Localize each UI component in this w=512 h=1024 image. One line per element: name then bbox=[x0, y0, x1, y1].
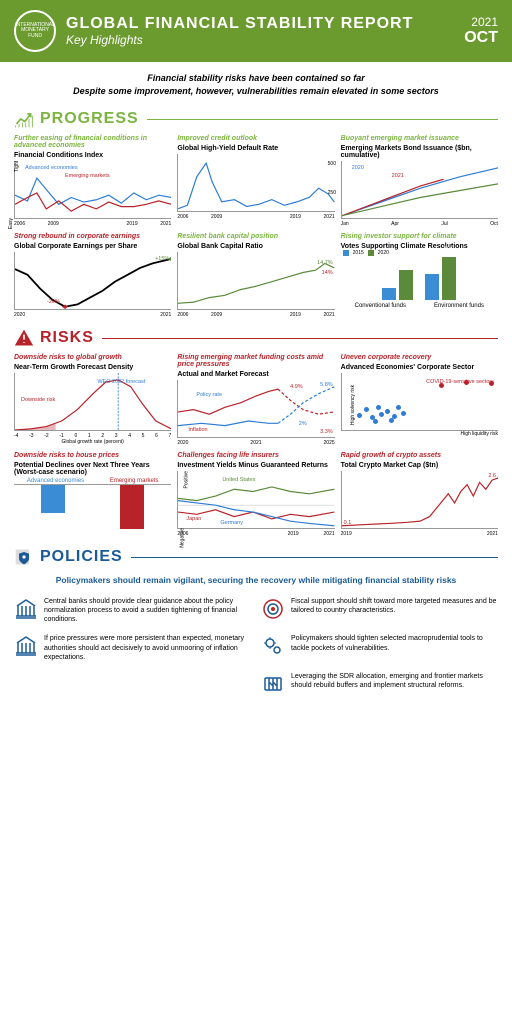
risks-header: RISKS bbox=[0, 326, 512, 350]
progress-grid: Further easing of financial conditions i… bbox=[0, 131, 512, 322]
policy-item: If price pressures were more persistent … bbox=[14, 634, 251, 661]
line-chart: Downside riskWEO 2022 forecast bbox=[14, 373, 171, 431]
chart-title: Emerging Markets Bond Issuance ($bn, cum… bbox=[341, 145, 498, 159]
neg-bars: -14%-22% bbox=[14, 484, 171, 532]
chart-subtitle: Downside risks to house prices bbox=[14, 452, 171, 459]
chart-box: Challenges facing life insurers Investmen… bbox=[177, 452, 334, 537]
columns-icon bbox=[261, 672, 285, 696]
chart-box: Rising investor support for climate Votes… bbox=[341, 233, 498, 318]
progress-header: PROGRESS bbox=[0, 107, 512, 131]
progress-title: PROGRESS bbox=[40, 110, 139, 128]
chart-box: Uneven corporate recovery Advanced Econom… bbox=[341, 354, 498, 446]
line-chart: PositiveNegativeUnited StatesJapanGerman… bbox=[177, 471, 334, 529]
chart-box: Strong rebound in corporate earnings Glob… bbox=[14, 233, 171, 318]
chart-subtitle: Resilient bank capital position bbox=[177, 233, 334, 240]
chart-title: Investment Yields Minus Guaranteed Retur… bbox=[177, 462, 334, 469]
intro-line1: Financial stability risks have been cont… bbox=[14, 72, 498, 85]
x-labels: 20192021 bbox=[341, 531, 498, 537]
policy-text: Leveraging the SDR allocation, emerging … bbox=[291, 672, 498, 690]
risks-grid: Downside risks to global growth Near-Term… bbox=[0, 350, 512, 541]
policies-line bbox=[131, 557, 498, 558]
bar-group: 20%51%44%72% bbox=[341, 252, 498, 300]
chart-title: Potential Declines over Next Three Years… bbox=[14, 462, 171, 476]
risks-title: RISKS bbox=[40, 329, 94, 347]
x-labels: 202020212025 bbox=[177, 440, 334, 446]
imf-logo: INTERNATIONAL MONETARY FUND bbox=[14, 10, 56, 52]
chart-box: Rapid growth of crypto assets Total Crypt… bbox=[341, 452, 498, 537]
header-title-block: GLOBAL FINANCIAL STABILITY REPORT Key Hi… bbox=[66, 15, 464, 47]
chart-subtitle: Rising emerging market funding costs ami… bbox=[177, 354, 334, 368]
chart-subtitle: Strong rebound in corporate earnings bbox=[14, 233, 171, 240]
line-chart: TightEasyAdvanced economiesEmerging mark… bbox=[14, 161, 171, 219]
line-chart: +15%-20% bbox=[14, 252, 171, 310]
chart-box: Improved credit outlook Global High-Yield… bbox=[177, 135, 334, 227]
x-labels: 200620192021 bbox=[177, 531, 334, 537]
chart-box: Buoyant emerging market issuance Emerging… bbox=[341, 135, 498, 227]
chart-subtitle: Rising investor support for climate bbox=[341, 233, 498, 240]
chart-box: Further easing of financial conditions i… bbox=[14, 135, 171, 227]
line-chart bbox=[177, 154, 334, 212]
x-labels: 2006200920192021 bbox=[177, 312, 334, 318]
scatter-area: COVID-19-sensitive sectorsHigh solvency … bbox=[341, 373, 498, 431]
x-labels: 20202021 bbox=[14, 312, 171, 318]
chart-title: Global High-Yield Default Rate bbox=[177, 145, 334, 152]
intro-block: Financial stability risks have been cont… bbox=[0, 62, 512, 103]
chart-title: Advanced Economies' Corporate Sector bbox=[341, 364, 498, 371]
policy-item: Policymakers should tighten selected mac… bbox=[261, 634, 498, 661]
gears-icon bbox=[261, 634, 285, 658]
report-subtitle: Key Highlights bbox=[66, 33, 464, 47]
report-title: GLOBAL FINANCIAL STABILITY REPORT bbox=[66, 15, 464, 33]
report-month: OCT bbox=[464, 29, 498, 47]
line-chart: 50025020202021 bbox=[341, 161, 498, 219]
policies-title: POLICIES bbox=[40, 548, 123, 566]
shield-icon bbox=[14, 547, 34, 567]
policy-item: Leveraging the SDR allocation, emerging … bbox=[261, 672, 498, 696]
policy-text: Central banks should provide clear guida… bbox=[44, 597, 251, 624]
policy-item: Central banks should provide clear guida… bbox=[14, 597, 251, 624]
chart-title: Actual and Market Forecast bbox=[177, 371, 334, 378]
risks-line bbox=[102, 338, 498, 339]
report-year: 2021 bbox=[464, 15, 498, 29]
header-banner: INTERNATIONAL MONETARY FUND GLOBAL FINAN… bbox=[0, 0, 512, 62]
policies-header: POLICIES bbox=[0, 545, 512, 569]
chart-box: Resilient bank capital position Global Ba… bbox=[177, 233, 334, 318]
policy-item bbox=[14, 672, 251, 696]
progress-line bbox=[147, 119, 498, 120]
chart-subtitle: Rapid growth of crypto assets bbox=[341, 452, 498, 459]
policy-text: Policymakers should tighten selected mac… bbox=[291, 634, 498, 652]
policies-grid: Central banks should provide clear guida… bbox=[0, 591, 512, 710]
chart-box: Downside risks to house prices Potential … bbox=[14, 452, 171, 537]
bank-icon bbox=[14, 634, 38, 658]
intro-line2: Despite some improvement, however, vulne… bbox=[14, 85, 498, 98]
bank-icon bbox=[14, 597, 38, 621]
chart-title: Votes Supporting Climate Resolutions bbox=[341, 243, 498, 250]
chart-title: Near-Term Growth Forecast Density bbox=[14, 364, 171, 371]
chart-title: Financial Conditions Index bbox=[14, 152, 171, 159]
warning-icon bbox=[14, 328, 34, 348]
line-chart: Policy rateInflation4.9%5.8%2%3.3% bbox=[177, 380, 334, 438]
chart-subtitle: Challenges facing life insurers bbox=[177, 452, 334, 459]
x-labels: 2006200920192021 bbox=[177, 214, 334, 220]
target-icon bbox=[261, 597, 285, 621]
chart-title: Total Crypto Market Cap ($tn) bbox=[341, 462, 498, 469]
chart-subtitle: Downside risks to global growth bbox=[14, 354, 171, 361]
x-labels: JanAprJulOct bbox=[341, 221, 498, 227]
x-labels: 2006200920192021 bbox=[14, 221, 171, 227]
policy-text: Fiscal support should shift toward more … bbox=[291, 597, 498, 615]
policies-intro: Policymakers should remain vigilant, sec… bbox=[0, 569, 512, 591]
chart-box: Rising emerging market funding costs ami… bbox=[177, 354, 334, 446]
chart-box: Downside risks to global growth Near-Term… bbox=[14, 354, 171, 446]
chart-subtitle: Improved credit outlook bbox=[177, 135, 334, 142]
chart-title: Global Bank Capital Ratio bbox=[177, 243, 334, 250]
line-chart: 14.7%14% bbox=[177, 252, 334, 310]
line-chart: 0.12.6 bbox=[341, 471, 498, 529]
chart-subtitle: Buoyant emerging market issuance bbox=[341, 135, 498, 142]
chart-subtitle: Further easing of financial conditions i… bbox=[14, 135, 171, 149]
chart-title: Global Corporate Earnings per Share bbox=[14, 243, 171, 250]
header-date: 2021 OCT bbox=[464, 15, 498, 47]
progress-icon bbox=[14, 109, 34, 129]
policy-item: Fiscal support should shift toward more … bbox=[261, 597, 498, 624]
policy-text: If price pressures were more persistent … bbox=[44, 634, 251, 661]
chart-subtitle: Uneven corporate recovery bbox=[341, 354, 498, 361]
